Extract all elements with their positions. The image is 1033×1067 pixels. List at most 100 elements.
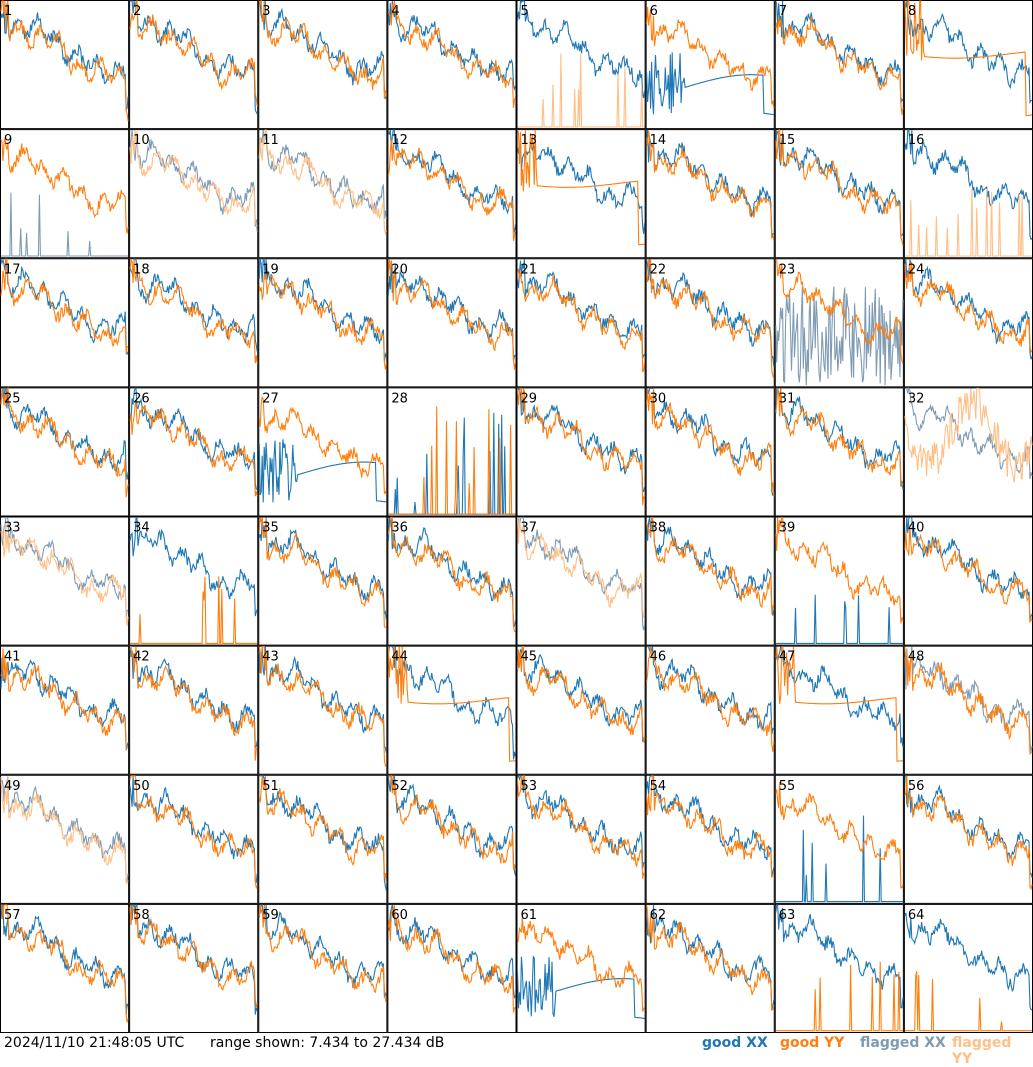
series-yy-good (904, 646, 1033, 755)
series-xx-good (387, 260, 516, 362)
panel-label: 51 (262, 779, 279, 794)
panel-label: 34 (133, 521, 150, 536)
panel-frame (645, 258, 775, 388)
panel-26: 26 (129, 387, 259, 517)
series-xx-good (904, 259, 1033, 360)
series-yy-good (646, 904, 775, 1010)
series-yy-good (904, 970, 1032, 1032)
panel-label: 5 (521, 4, 529, 19)
series-yy-flagged (258, 129, 387, 236)
panel-frame (0, 129, 130, 259)
series-yy-good (646, 646, 775, 752)
series-yy-good (258, 517, 387, 628)
panel-frame (129, 129, 259, 259)
series-xx-good (258, 517, 387, 621)
legend-flagged-yy: flagged YY (952, 1035, 1012, 1067)
series-xx-good (775, 594, 903, 644)
panel-27: 27 (258, 387, 388, 517)
panel-label: 17 (4, 262, 21, 277)
panel-25: 25 (0, 386, 130, 517)
panel-frame (387, 645, 517, 775)
series-xx-good (387, 129, 517, 233)
panel-frame (903, 903, 1033, 1033)
series-yy-good (129, 401, 258, 497)
footer: 2024/11/10 21:48:05 UTC range shown: 7.4… (0, 1033, 1033, 1067)
panel-63: 63 (774, 903, 904, 1033)
panel-14: 14 (645, 129, 775, 259)
series-yy-good (775, 645, 903, 762)
series-xx-flagged (775, 286, 904, 386)
panel-label: 23 (779, 262, 796, 277)
series-yy-good (646, 130, 775, 241)
panel-label: 55 (779, 779, 796, 794)
panel-frame (129, 774, 259, 904)
series-yy-flagged (904, 387, 1033, 483)
panel-frame (258, 645, 388, 775)
series-yy-good (129, 904, 258, 1008)
panel-23: 23 (774, 258, 904, 388)
panel-label: 11 (262, 133, 279, 148)
panel-44: 44 (387, 645, 517, 775)
series-xx-good (904, 129, 1033, 241)
series-xx-good (775, 0, 904, 104)
panel-2: 2 (129, 0, 259, 130)
panel-35: 35 (258, 516, 388, 646)
panel-30: 30 (645, 387, 775, 517)
panel-7: 7 (774, 0, 904, 130)
series-xx-good (646, 52, 774, 116)
panel-frame (516, 516, 646, 646)
panel-label: 13 (521, 133, 538, 148)
series-yy-good (904, 775, 1033, 891)
panel-60: 60 (387, 903, 517, 1033)
panel-label: 62 (650, 908, 667, 923)
panel-frame (774, 903, 904, 1033)
panel-37: 37 (516, 516, 646, 646)
panel-39: 39 (774, 516, 904, 646)
panel-label: 8 (908, 4, 916, 19)
panel-13: 13 (516, 129, 646, 259)
series-yy-good (258, 646, 387, 767)
panel-frame (258, 129, 388, 259)
panel-46: 46 (645, 645, 775, 775)
panel-label: 22 (650, 262, 667, 277)
panel-61: 61 (516, 903, 646, 1033)
panel-6: 6 (645, 0, 775, 130)
panel-frame (903, 0, 1033, 130)
panel-frame (129, 258, 259, 388)
panel-1: 1 (0, 0, 130, 130)
panel-45: 45 (516, 645, 646, 775)
panel-frame (0, 0, 130, 130)
panel-label: 40 (908, 521, 925, 536)
panel-43: 43 (258, 645, 388, 775)
panel-label: 18 (133, 262, 150, 277)
series-yy-good (258, 396, 387, 495)
panel-label: 60 (391, 908, 408, 923)
series-xx-good (258, 0, 387, 100)
series-xx-good (775, 815, 903, 903)
panel-label: 52 (391, 779, 408, 794)
series-yy-good (258, 0, 387, 99)
series-yy-good (387, 646, 516, 762)
panel-frame (516, 903, 646, 1033)
panel-19: 19 (258, 258, 388, 388)
series-yy-flagged (0, 776, 129, 885)
panel-label: 56 (908, 779, 925, 794)
panel-label: 20 (391, 262, 408, 277)
panel-label: 64 (908, 908, 925, 923)
series-xx-good (387, 646, 517, 760)
panel-label: 37 (521, 521, 538, 536)
series-xx-flagged (904, 646, 1033, 752)
panel-18: 18 (129, 258, 259, 388)
series-xx-good (646, 904, 775, 1011)
panel-51: 51 (258, 774, 388, 904)
series-xx-flagged (904, 386, 1033, 480)
panel-frame (129, 516, 259, 646)
panel-label: 32 (908, 391, 925, 406)
panel-frame (516, 387, 646, 517)
panel-label: 54 (650, 779, 667, 794)
panel-11: 11 (258, 129, 388, 259)
legend-flagged-xx: flagged XX (860, 1035, 946, 1051)
panel-label: 1 (4, 4, 12, 19)
panel-50: 50 (129, 774, 259, 904)
